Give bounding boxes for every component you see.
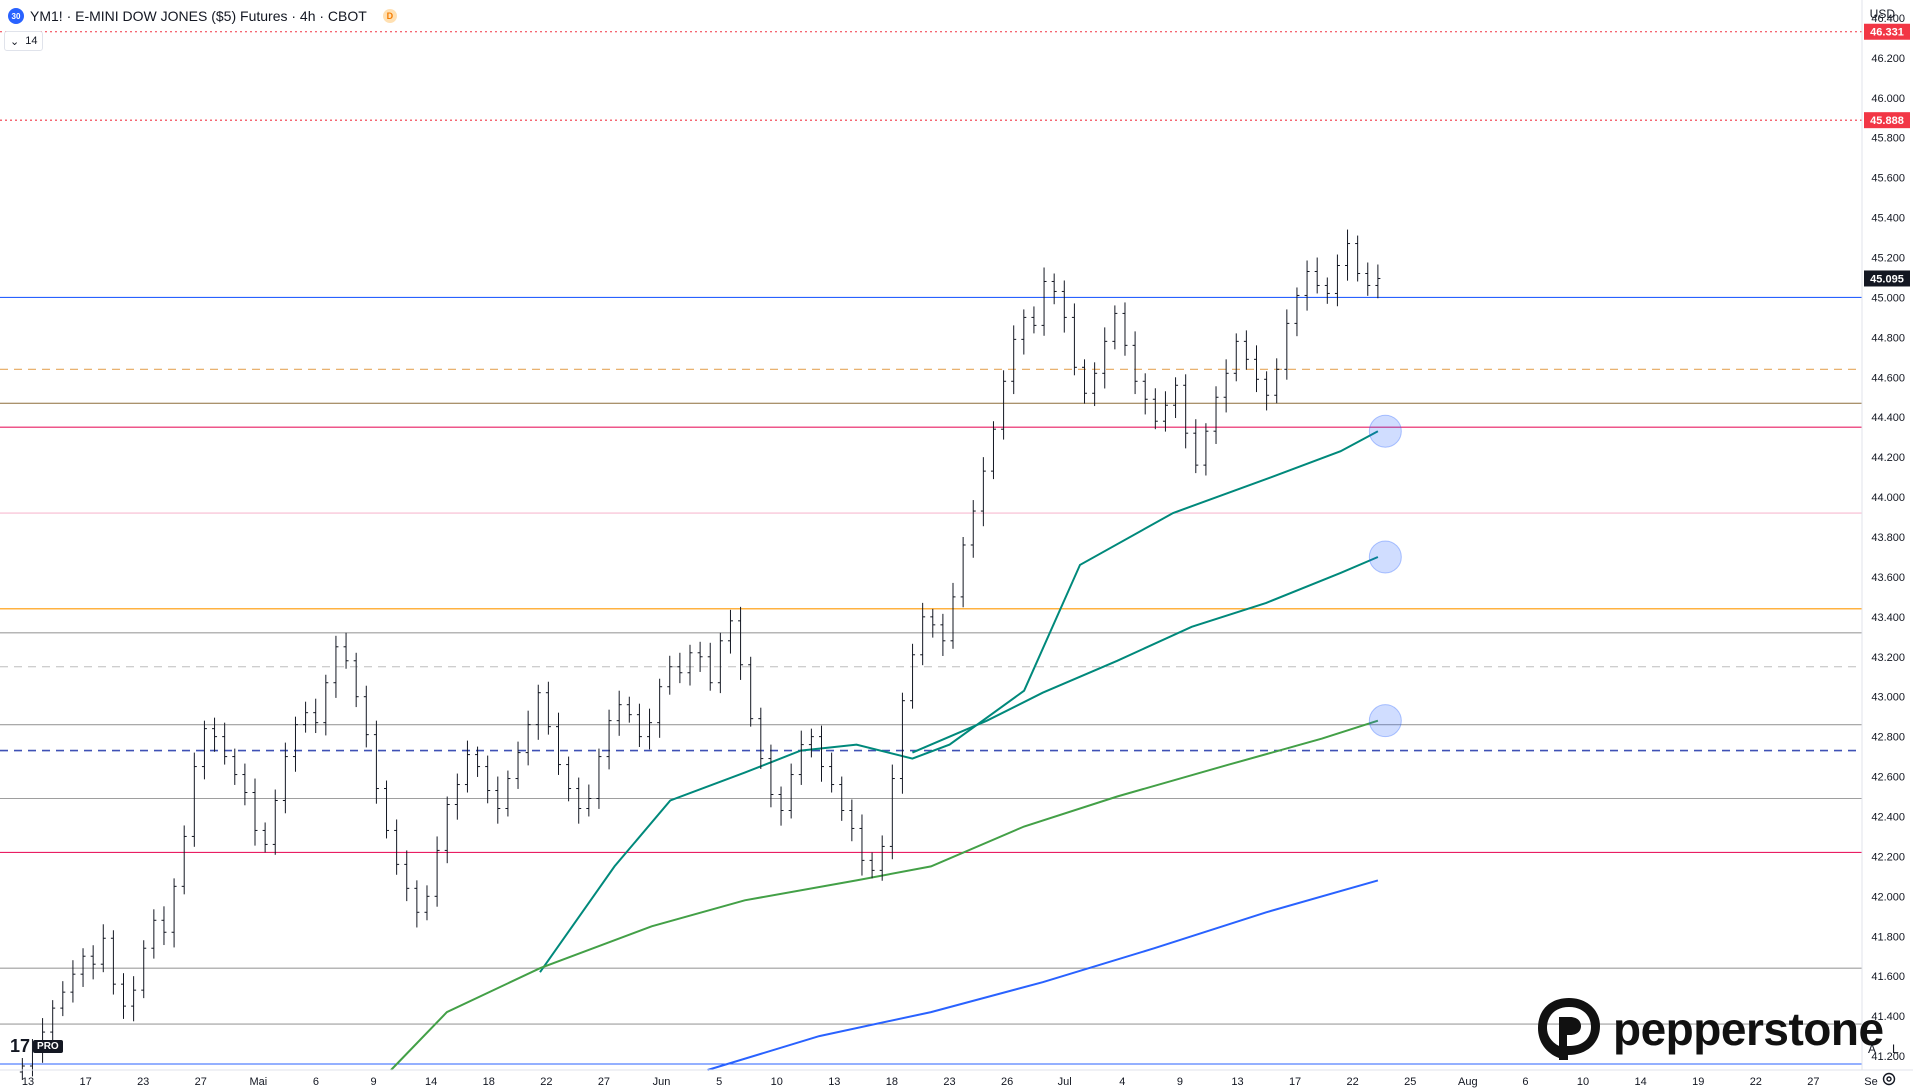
x-tick-label: Mai (250, 1076, 268, 1088)
pepperstone-logo-icon (1538, 998, 1600, 1060)
x-tick-label: 9 (371, 1076, 377, 1088)
gear-icon[interactable] (1881, 1071, 1897, 1087)
x-tick-label: 22 (1750, 1076, 1762, 1088)
indicator-value: 14 (25, 35, 38, 47)
symbol-icon[interactable]: 30 (8, 8, 24, 24)
moving-average-line (707, 879, 1379, 1071)
currency-selector[interactable]: USD (1869, 7, 1895, 21)
y-tick-label: 46.200 (1871, 53, 1905, 65)
y-tick-label: 42.200 (1871, 851, 1905, 863)
alert-marker (1368, 414, 1402, 448)
y-tick-label: 45.800 (1871, 133, 1905, 145)
y-tick-label: 42.600 (1871, 772, 1905, 784)
price-tag-label: 45.095 (1870, 273, 1904, 285)
alert-markers (1368, 414, 1402, 738)
x-tick-label: 22 (540, 1076, 552, 1088)
y-tick-label: 41.800 (1871, 931, 1905, 943)
y-tick-label: 43.400 (1871, 612, 1905, 624)
log-scale-button[interactable]: L (1892, 1042, 1899, 1056)
price-axis: 41.200 41.400 41.600 41.800 42.000 42.200 42.4… (1861, 0, 1905, 1070)
horizontal-levels (0, 31, 1862, 1065)
y-tick-label: 42.800 (1871, 732, 1905, 744)
chevron-down-icon[interactable]: ⌄ (10, 35, 20, 48)
y-tick-label: 43.200 (1871, 652, 1905, 664)
x-tick-label: 27 (598, 1076, 610, 1088)
y-tick-label: 41.600 (1871, 971, 1905, 983)
y-tick-label: 44.000 (1871, 492, 1905, 504)
x-tick-label: 6 (1522, 1076, 1528, 1088)
x-tick-label: 22 (1347, 1076, 1359, 1088)
price-tag-bg (1864, 112, 1910, 129)
price-tag-label: 46.331 (1870, 27, 1904, 39)
y-tick-label: 44.200 (1871, 452, 1905, 464)
x-tick-label: 23 (943, 1076, 955, 1088)
price-tag-bg (1864, 270, 1910, 287)
x-tick-label: 17 (1289, 1076, 1301, 1088)
x-tick-label: 13 (22, 1076, 34, 1088)
y-tick-label: 45.400 (1871, 213, 1905, 225)
time-axis: 13 17 23 27 Mai 6 9 14 18 22 27 Jun 5 10 13 18 23 26 Jul 4 9… (0, 1069, 1913, 1088)
price-tag-label: 45.888 (1870, 115, 1904, 127)
y-tick-label: 42.400 (1871, 811, 1905, 823)
x-tick-label: 14 (1635, 1076, 1647, 1088)
y-tick-label: 44.600 (1871, 372, 1905, 384)
x-tick-label: 18 (483, 1076, 495, 1088)
y-tick-label: 46.400 (1871, 13, 1905, 25)
x-tick-label: 26 (1001, 1076, 1013, 1088)
y-tick-label: 46.000 (1871, 93, 1905, 105)
candles (19, 229, 1381, 1080)
symbol-title[interactable]: YM1! · E-MINI DOW JONES ($5) Futures · 4… (30, 8, 367, 24)
price-tags: 46.331 45.888 45.095 (1864, 23, 1910, 287)
x-tick-label: Jul (1058, 1076, 1072, 1088)
tv-pro-badge: PRO (33, 1040, 63, 1053)
x-tick-label: 4 (1119, 1076, 1125, 1088)
y-tick-label: 44.400 (1871, 412, 1905, 424)
y-tick-label: 42.000 (1871, 891, 1905, 903)
brand-watermark: pepperstone (1535, 995, 1884, 1063)
x-tick-label: 5 (716, 1076, 722, 1088)
y-tick-label: 43.800 (1871, 532, 1905, 544)
x-tick-label: 14 (425, 1076, 437, 1088)
y-tick-label: 41.200 (1871, 1051, 1905, 1063)
moving-average-line (390, 719, 1379, 1071)
x-tick-label: 19 (1692, 1076, 1704, 1088)
x-tick-label: Jun (653, 1076, 671, 1088)
chart-header: 30 YM1! · E-MINI DOW JONES ($5) Futures … (8, 6, 397, 26)
x-tick-label: 27 (1807, 1076, 1819, 1088)
x-tick-label: 17 (79, 1076, 91, 1088)
brand-name: pepperstone (1613, 1003, 1884, 1055)
price-tag-bg (1864, 23, 1910, 40)
x-tick-label: 10 (1577, 1076, 1589, 1088)
x-tick-label: 6 (313, 1076, 319, 1088)
alert-marker (1368, 540, 1402, 574)
y-tick-label: 43.600 (1871, 572, 1905, 584)
x-tick-label: Se (1864, 1076, 1877, 1088)
y-tick-label: 45.000 (1871, 292, 1905, 304)
y-tick-label: 43.000 (1871, 692, 1905, 704)
x-tick-label: 18 (886, 1076, 898, 1088)
x-tick-label: 13 (828, 1076, 840, 1088)
alert-marker (1368, 704, 1402, 738)
x-tick-label: 27 (195, 1076, 207, 1088)
moving-averages (390, 430, 1379, 1071)
y-tick-label: 45.200 (1871, 253, 1905, 265)
y-tick-label: 45.600 (1871, 173, 1905, 185)
delayed-data-badge[interactable]: D (382, 9, 397, 23)
y-tick-label: 44.800 (1871, 332, 1905, 344)
auto-scale-button[interactable]: A (1868, 1042, 1877, 1056)
tv-mark: 17 (10, 1036, 31, 1056)
moving-average-line (539, 430, 1379, 973)
x-tick-label: 13 (1231, 1076, 1243, 1088)
x-tick-label: Aug (1458, 1076, 1478, 1088)
y-tick-label: 41.400 (1871, 1011, 1905, 1023)
moving-average-line (912, 556, 1379, 754)
x-tick-label: 23 (137, 1076, 149, 1088)
x-tick-label: 9 (1177, 1076, 1183, 1088)
x-tick-label: 25 (1404, 1076, 1416, 1088)
indicator-legend[interactable]: ⌄ 14 (4, 31, 44, 51)
x-tick-label: 10 (771, 1076, 783, 1088)
tradingview-logo: 17 PRO (10, 1036, 63, 1057)
